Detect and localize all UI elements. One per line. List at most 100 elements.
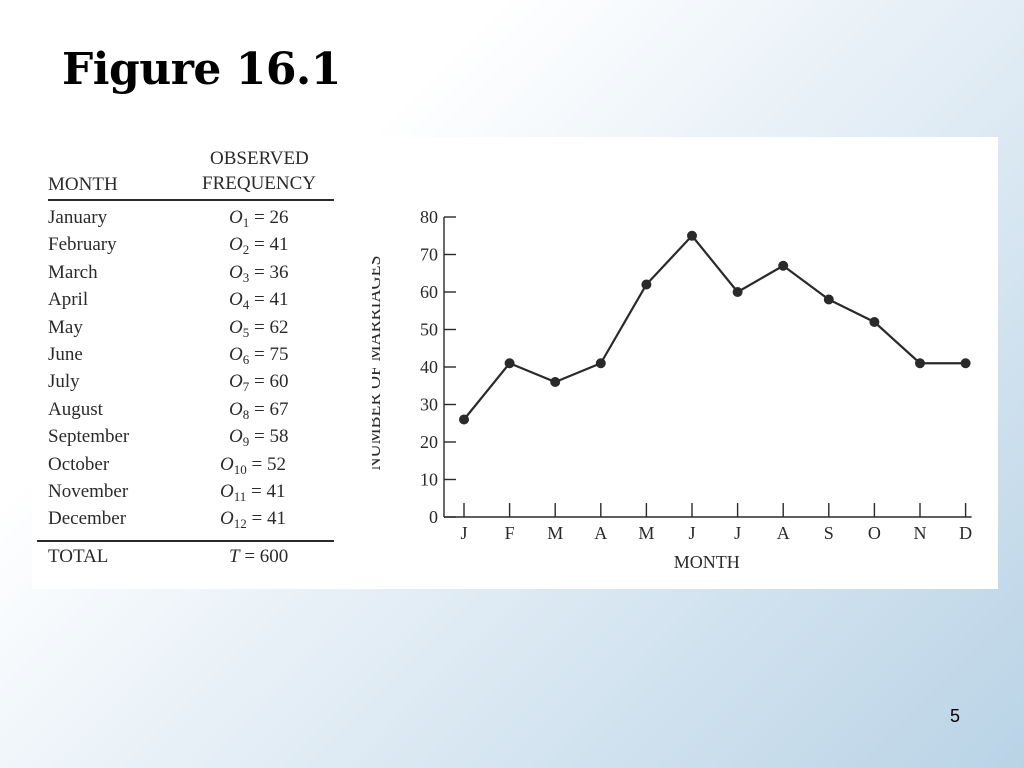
header-rule [48,199,334,201]
table-row-month: December [48,508,127,530]
data-point [595,358,606,369]
data-point [459,414,469,425]
total-equation: = 600 [239,546,289,567]
obs-symbol: O [229,261,243,283]
y-tick-label: 40 [420,357,438,377]
y-tick-label: 0 [429,507,438,527]
obs-symbol: O [229,289,243,311]
table-row-observed: O1 = 26 [229,207,289,230]
x-tick-label: D [959,523,972,543]
x-tick-label: S [824,523,834,543]
obs-subscript: 3 [242,269,250,285]
table-row-observed: O3 = 36 [229,261,289,285]
data-point [823,294,834,305]
table-row-month: May [48,316,83,338]
data-point [687,230,697,241]
obs-equation: = 67 [249,398,289,420]
x-axis-title: MONTH [674,552,740,572]
header-month: MONTH [48,174,118,195]
obs-subscript: 9 [242,434,250,450]
table-row-observed: O6 = 75 [229,344,289,367]
table-row-observed: O11 = 41 [220,481,286,504]
data-point [778,260,789,271]
total-label: TOTAL [48,546,109,567]
total-rule [37,540,334,542]
series-line [463,234,966,421]
obs-equation: = 60 [249,371,289,393]
obs-equation: = 36 [249,261,289,283]
y-tick-label: 70 [420,245,438,265]
y-tick-label: 20 [420,432,438,452]
obs-subscript: 1 [242,215,250,230]
obs-subscript: 2 [242,242,250,258]
table-row-observed: O2 = 41 [229,234,289,258]
table-row-observed: O9 = 58 [229,426,289,450]
obs-equation: = 41 [249,289,289,311]
obs-equation: = 52 [246,453,286,475]
obs-symbol: O [229,207,243,228]
obs-symbol: O [229,371,243,393]
x-tick-label: J [734,523,741,543]
header-observed: OBSERVED [210,148,309,169]
obs-subscript: 11 [233,489,247,504]
x-tick-label: A [594,523,607,543]
header-frequency: FREQUENCY [202,173,317,194]
obs-symbol: O [229,344,243,365]
y-axis-title: NUMBER OF MARRIAGES [372,255,384,470]
obs-symbol: O [229,398,243,420]
data-point [869,317,880,327]
data-point [641,279,652,290]
x-tick-label: A [777,523,790,543]
obs-symbol: O [220,481,234,502]
frequency-table: OBSERVED FREQUENCY MONTH January O1 = 26 F… [32,137,352,589]
obs-symbol: O [229,234,243,256]
obs-equation: = 41 [246,508,286,530]
table-row-month: January [48,207,108,228]
table-row-month: June [48,344,83,365]
obs-subscript: 5 [242,324,250,340]
obs-symbol: O [220,508,234,530]
x-tick-label: N [914,523,927,543]
obs-subscript: 10 [233,461,247,477]
obs-equation: = 41 [249,234,289,256]
data-point [960,358,971,369]
slide-title: Figure 16.1 [62,44,341,95]
x-tick-label: M [638,523,654,543]
data-point [732,287,743,297]
marriages-line-chart: 0 10 20 30 40 50 60 70 80 J F M A M J J A S O N D MONTH NUMBER… [372,207,972,572]
obs-subscript: 8 [242,406,250,422]
table-row-month: March [48,261,98,283]
y-tick-label: 30 [420,395,438,415]
table-row-month: August [48,398,103,420]
table-row-month: April [48,289,89,311]
obs-subscript: 4 [242,297,250,313]
table-row-month: November [48,481,129,502]
y-tick-label: 80 [420,207,438,227]
table-row-observed: O7 = 60 [229,371,289,395]
table-row-observed: O4 = 41 [229,289,289,313]
y-tick-label: 10 [420,470,438,490]
obs-subscript: 12 [233,516,247,532]
obs-equation: = 75 [249,344,289,365]
table-row-month: September [48,426,130,448]
obs-equation: = 58 [249,426,289,448]
x-tick-label: J [460,523,467,543]
obs-equation: = 62 [249,316,289,338]
x-tick-label: M [547,523,563,543]
x-tick-label: O [868,523,881,543]
table-row-observed: O5 = 62 [229,316,289,340]
data-point [550,377,561,387]
y-tick-label: 60 [420,282,438,302]
data-point [504,358,515,369]
table-row-month: February [48,234,117,256]
table-row-month: July [48,371,80,393]
obs-subscript: 6 [242,352,250,367]
table-row-month: October [48,453,110,475]
obs-symbol: O [220,453,234,475]
obs-equation: = 41 [246,481,286,502]
obs-symbol: O [229,316,243,338]
obs-subscript: 7 [242,379,250,395]
obs-symbol: O [229,426,243,448]
obs-equation: = 26 [249,207,289,228]
figure-panel: OBSERVED FREQUENCY MONTH January O1 = 26 F… [32,137,998,589]
